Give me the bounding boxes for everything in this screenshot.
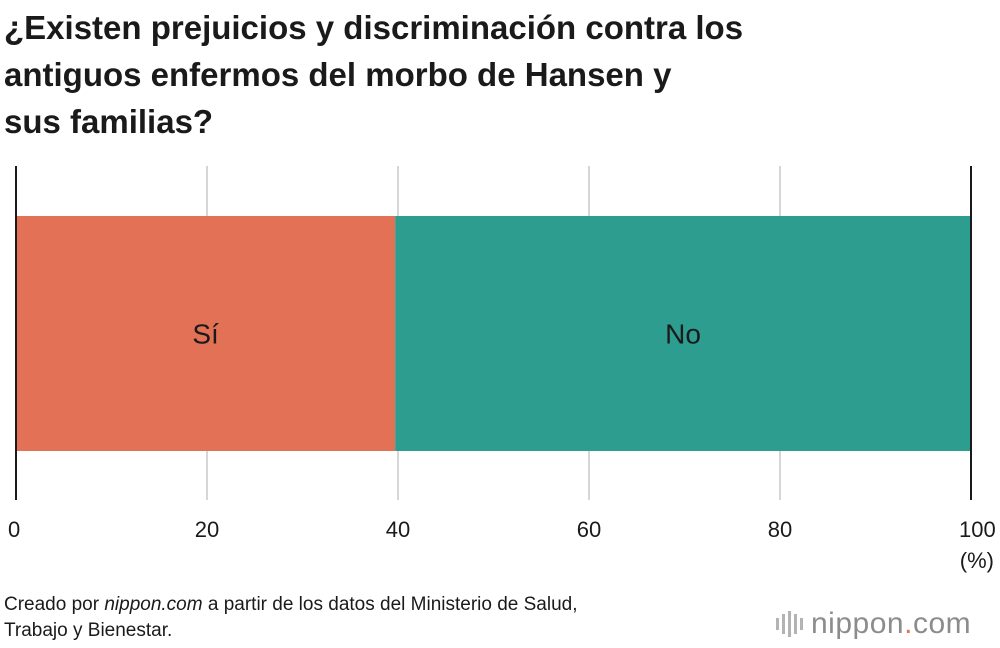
tick-label-20: 20 [195, 517, 219, 542]
tick-label-100: 100 [959, 517, 996, 542]
title-line-1: ¿Existen prejuicios y discriminación con… [4, 9, 744, 46]
source-note: Creado por nippon.com a partir de los da… [4, 592, 764, 644]
source-suffix: a partir de los datos del Ministerio de … [202, 594, 578, 615]
tick-label-60: 60 [577, 517, 601, 542]
logo-name: nippon [811, 607, 905, 640]
nippon-logo: nippon.com [776, 604, 971, 644]
title-line-3: sus familias? [4, 103, 214, 140]
logo-wordmark: nippon.com [811, 607, 971, 641]
logo-tld: com [912, 607, 972, 640]
tick-label-40: 40 [386, 517, 410, 542]
source-site: nippon.com [104, 594, 203, 615]
tick-label-80: 80 [768, 517, 792, 542]
title-line-2: antiguos enfermos del morbo de Hansen y [4, 56, 672, 93]
tick-label-0: 0 [8, 517, 20, 542]
logo-bars-icon [776, 611, 803, 637]
bar-label-1: No [665, 319, 701, 350]
unit-label: (%) [960, 548, 994, 573]
source-line-2: Trabajo y Bienestar. [4, 620, 173, 641]
logo-dot: . [904, 607, 913, 640]
bar-segment-1 [395, 216, 971, 451]
source-prefix: Creado por [4, 594, 105, 615]
bar-label-0: Sí [192, 319, 219, 350]
bar-segment-0 [16, 216, 396, 451]
chart-title: ¿Existen prejuicios y discriminación con… [4, 4, 964, 145]
